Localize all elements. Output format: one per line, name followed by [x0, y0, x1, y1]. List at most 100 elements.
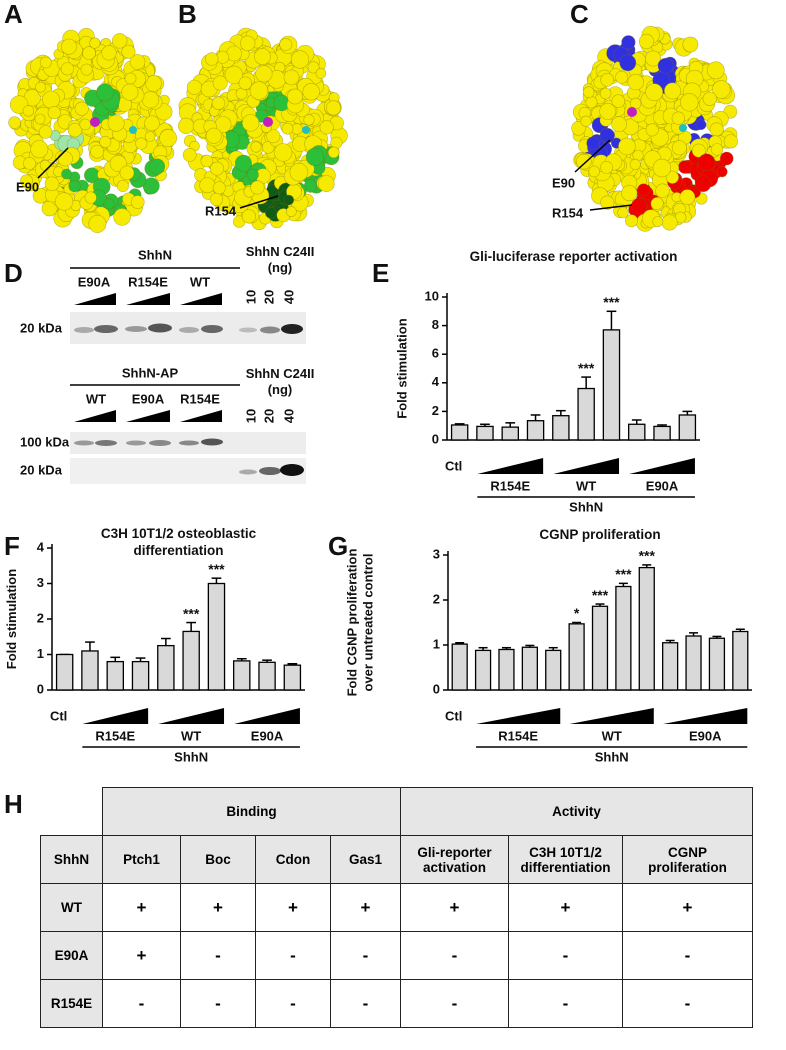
atom: [305, 147, 325, 166]
marker-label: 100 kDa: [20, 434, 70, 449]
atom: [263, 117, 273, 127]
atom: [621, 35, 636, 50]
pointer: [589, 204, 633, 211]
cell: +: [255, 883, 331, 932]
table-header-row: ShhN Ptch1 Boc Cdon Gas1 Gli-reporter ac…: [40, 835, 754, 884]
lane-label: WT: [190, 274, 210, 289]
atom: [600, 195, 615, 210]
cell: +: [400, 883, 509, 932]
y-tick-label: 2: [37, 610, 44, 625]
group-label: E90A: [646, 478, 679, 493]
pointer: [239, 195, 279, 209]
atom: [241, 209, 256, 224]
atom: [20, 174, 33, 188]
cell: -: [330, 979, 401, 1028]
atom: [327, 146, 340, 159]
cell: -: [400, 979, 509, 1028]
lane-label: R154E: [128, 274, 168, 289]
atom: [279, 38, 293, 51]
atom: [289, 162, 309, 182]
atom: [586, 136, 600, 150]
significance: ***: [578, 360, 595, 376]
atom: [42, 90, 60, 109]
bands: [74, 438, 223, 446]
atom: [129, 126, 137, 134]
atom: [645, 123, 659, 137]
bar: [258, 661, 276, 691]
amount: 40: [281, 290, 296, 304]
bar: [131, 660, 150, 691]
atom: [121, 83, 139, 101]
atom: [599, 87, 612, 100]
x-tick-label: Ctl: [445, 708, 462, 723]
atom: [39, 159, 51, 171]
column-header: Gas1: [330, 835, 401, 884]
y-axis-label-text: Fold stimulation: [394, 318, 409, 419]
atom: [38, 125, 53, 139]
y-tick-label: 6: [432, 346, 439, 361]
amount: 40: [281, 409, 296, 423]
atom: [317, 175, 335, 193]
group-label: R154E: [498, 728, 538, 743]
cell: +: [102, 883, 181, 932]
cell: -: [621, 931, 754, 980]
bands: [239, 464, 304, 476]
atom: [655, 183, 670, 198]
atom: [599, 103, 617, 120]
panel-label: G: [328, 531, 348, 561]
x-tick-label: Ctl: [445, 458, 462, 473]
atom: [600, 73, 615, 87]
atom: [637, 183, 650, 197]
atom: [657, 57, 674, 74]
chart-title-text: Gli-luciferase reporter activation: [469, 249, 678, 264]
atom: [678, 160, 692, 174]
amount: 10: [243, 290, 258, 304]
summary-table: Binding Activity ShhN Ptch1 Boc Cdon Gas…: [40, 787, 754, 1028]
atom: [615, 70, 629, 84]
atom: [723, 134, 739, 149]
atom: [319, 120, 334, 135]
atom: [611, 116, 627, 133]
wedge: [82, 708, 149, 724]
atom: [144, 131, 156, 142]
wedge: [663, 708, 748, 724]
wedge: [126, 410, 170, 422]
atom: [240, 35, 256, 51]
atom: [580, 115, 592, 127]
atom: [182, 147, 197, 162]
cell: +: [330, 883, 401, 932]
atom: [57, 151, 74, 167]
group-label: E90A: [251, 728, 284, 743]
panel-label: H: [4, 789, 23, 819]
blot-group: ShhN-AP: [122, 365, 179, 380]
atom: [661, 214, 678, 231]
bar: [732, 630, 749, 691]
atom: [210, 161, 225, 176]
atom: [638, 33, 655, 50]
table-group-row: Binding Activity: [40, 787, 754, 836]
bar: [602, 329, 621, 441]
standard-label: ShhN C24II (ng): [246, 366, 315, 397]
amount: 20: [261, 409, 276, 423]
marker-label: 20 kDa: [20, 462, 63, 477]
wedge: [180, 293, 222, 305]
atom: [716, 166, 728, 178]
blot-group: ShhN: [138, 247, 172, 262]
atom: [186, 79, 202, 95]
atom: [582, 86, 595, 98]
bar: [451, 643, 468, 691]
y-axis-label-text: Fold CGNP proliferation over untreated c…: [344, 548, 375, 697]
wedge: [180, 410, 222, 422]
bar: [568, 623, 585, 691]
significance: ***: [603, 294, 620, 310]
panel-label: F: [4, 531, 20, 561]
bar: [81, 650, 99, 691]
bar: [662, 642, 679, 691]
atom: [571, 121, 586, 136]
group-label: R154E: [95, 728, 135, 743]
cell: +: [508, 883, 623, 932]
wedge: [74, 410, 116, 422]
bar: [577, 387, 595, 441]
atom: [79, 118, 91, 131]
